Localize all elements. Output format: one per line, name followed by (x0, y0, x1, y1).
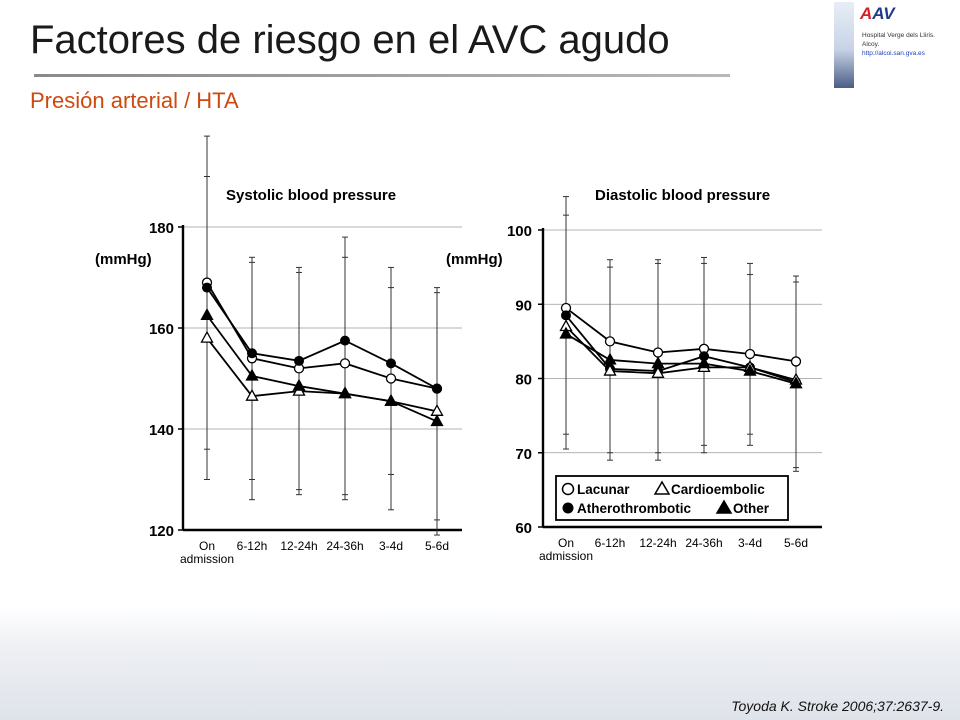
systolic-y-axis-label: (mmHg) (95, 251, 152, 268)
systolic-cardioembolic-point (245, 388, 259, 401)
systolic-y-tick-label: 160 (149, 321, 174, 338)
filled-circle-icon-shape (562, 502, 574, 514)
logo-url: http://alcoi.san.gva.es (862, 50, 925, 57)
systolic-x-tick-label: 12-24h (280, 539, 317, 553)
open-triangle-icon-shape (653, 480, 671, 495)
diastolic-other-point (789, 376, 803, 389)
systolic-x-tick-label: 6-12h (237, 539, 268, 553)
systolic-other-point (430, 414, 444, 427)
diastolic-cardioembolic-point (603, 363, 617, 376)
systolic-x-tick-label: On (199, 539, 215, 553)
slide-subtitle: Presión arterial / HTA (30, 88, 239, 113)
diastolic-other-point (697, 356, 711, 369)
diastolic-other-point (603, 352, 617, 365)
hospital-logo: AAV Hospital Verge dels Lliris. Alcoy. h… (834, 2, 956, 90)
diastolic-y-tick-label: 100 (507, 223, 532, 240)
systolic-series-lacunar-line (206, 282, 438, 390)
systolic-other-point (338, 386, 352, 399)
logo-hospital-name: Hospital Verge dels Lliris. (862, 32, 935, 39)
logo-mark: AAV (860, 4, 895, 23)
legend-label-other: Other (733, 501, 770, 516)
title-underline (34, 74, 730, 77)
systolic-series-cardioembolic-line (206, 337, 438, 413)
systolic-atherothrombotic-point (202, 282, 212, 293)
diastolic-y-tick-label: 70 (515, 446, 532, 463)
systolic-other-point (292, 378, 306, 391)
systolic-y-tick-label: 120 (149, 523, 174, 540)
logo-city: Alcoy. (862, 41, 880, 48)
open-triangle-icon (653, 480, 671, 495)
systolic-chart-title: Systolic blood pressure (226, 187, 396, 204)
diastolic-y-tick-label: 80 (515, 372, 532, 389)
diastolic-lacunar-point (604, 336, 616, 347)
diastolic-x-tick-label: 12-24h (639, 536, 676, 550)
systolic-atherothrombotic-point (432, 383, 442, 394)
legend-label-atherothrombotic: Atherothrombotic (577, 501, 691, 516)
systolic-series-atherothrombotic-line (206, 287, 438, 390)
systolic-lacunar-point (385, 373, 397, 384)
systolic-x-tick-label: 3-4d (379, 539, 403, 553)
diastolic-chart-title: Diastolic blood pressure (595, 187, 770, 204)
diastolic-cardioembolic-point (651, 365, 665, 378)
diastolic-other-point (651, 356, 665, 369)
diastolic-series-other-line (565, 333, 797, 385)
systolic-cardioembolic-point (200, 330, 214, 343)
slide-title: Factores de riesgo en el AVC agudo (30, 18, 670, 62)
diastolic-lacunar-point (744, 348, 756, 360)
diastolic-other-point (559, 326, 573, 339)
diastolic-y-axis-label: (mmHg) (446, 251, 503, 268)
systolic-other-point (200, 308, 214, 321)
systolic-atherothrombotic-point (294, 355, 304, 366)
systolic-x-tick-label: 24-36h (326, 539, 363, 553)
diastolic-other-point (743, 363, 757, 376)
open-circle-icon-shape (561, 482, 575, 496)
diastolic-x-tick-label: admission (539, 549, 593, 563)
filled-circle-icon (562, 502, 574, 514)
diastolic-lacunar-point (652, 347, 664, 358)
systolic-other-point (384, 393, 398, 406)
open-circle-icon (561, 482, 575, 496)
systolic-other-point (245, 368, 259, 381)
filled-triangle-icon-shape (715, 499, 733, 514)
diastolic-x-tick-label: 3-4d (738, 536, 762, 550)
diastolic-lacunar-point (790, 356, 802, 367)
systolic-y-tick-label: 180 (149, 220, 174, 237)
diastolic-y-tick-label: 90 (515, 297, 532, 314)
systolic-atherothrombotic-point (340, 335, 350, 346)
legend-label-cardioembolic: Cardioembolic (671, 482, 765, 497)
logo-banner-strip (834, 2, 854, 88)
diastolic-x-tick-label: 6-12h (595, 536, 626, 550)
legend-label-lacunar: Lacunar (577, 482, 630, 497)
systolic-x-tick-label: 5-6d (425, 539, 449, 553)
systolic-series-other-line (206, 314, 438, 423)
diastolic-series-atherothrombotic-line (565, 314, 797, 384)
diastolic-series-cardioembolic-line (565, 325, 797, 381)
diastolic-atherothrombotic-point (561, 310, 571, 321)
chart-legend (555, 475, 789, 521)
diastolic-series-lacunar-line (565, 307, 797, 363)
citation: Toyoda K. Stroke 2006;37:2637-9. (731, 698, 944, 714)
systolic-x-tick-label: admission (180, 552, 234, 566)
diastolic-x-tick-label: 24-36h (685, 536, 722, 550)
footer-band (0, 606, 960, 720)
diastolic-x-tick-label: On (558, 536, 574, 550)
systolic-atherothrombotic-point (386, 358, 396, 369)
diastolic-x-tick-label: 5-6d (784, 536, 808, 550)
diastolic-y-tick-label: 60 (515, 520, 532, 537)
filled-triangle-icon (715, 499, 733, 514)
systolic-atherothrombotic-point (247, 348, 257, 359)
systolic-y-tick-label: 140 (149, 422, 174, 439)
systolic-lacunar-point (339, 358, 351, 369)
